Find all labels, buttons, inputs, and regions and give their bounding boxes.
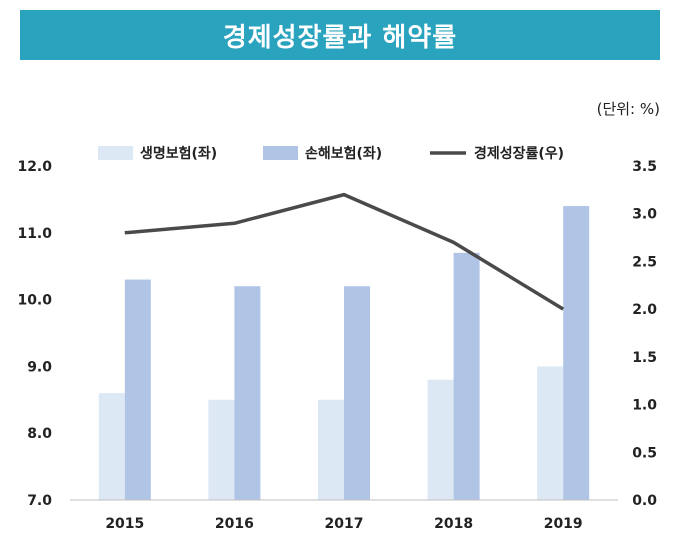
bar-nonlife [124, 279, 151, 500]
legend-life-swatch [98, 146, 133, 160]
y-right-tick-label: 0.5 [632, 445, 657, 461]
bar-nonlife [344, 286, 370, 500]
x-tick-label: 2019 [544, 516, 583, 532]
y-left-tick-label: 11.0 [17, 226, 52, 242]
x-tick-label: 2018 [434, 516, 473, 532]
legend-growth-label: 경제성장률(우) [474, 145, 564, 162]
bar-life [427, 379, 454, 500]
y-left-tick-label: 8.0 [27, 426, 52, 442]
y-right-tick-label: 3.0 [632, 207, 657, 223]
y-left-tick-label: 7.0 [27, 493, 52, 509]
y-right-tick-label: 2.0 [632, 302, 657, 318]
y-right-tick-label: 1.5 [632, 350, 657, 366]
bar-nonlife [453, 252, 480, 500]
y-left-tick-label: 9.0 [27, 359, 52, 375]
y-right-tick-label: 0.0 [632, 493, 657, 509]
bar-life [98, 393, 125, 500]
y-left-tick-label: 12.0 [17, 159, 52, 175]
y-right-tick-label: 1.0 [632, 398, 657, 414]
bar-life [208, 399, 235, 500]
bar-life [537, 366, 564, 500]
unit-label: (단위: %) [596, 100, 660, 118]
x-tick-label: 2017 [325, 516, 364, 532]
bar-nonlife [563, 206, 590, 500]
chart-title: 경제성장률과 해약률 [20, 10, 660, 60]
y-right-tick-label: 3.5 [632, 159, 657, 175]
legend-nonlife-label: 손해보험(좌) [305, 145, 382, 162]
bar-life [318, 399, 344, 500]
y-right-tick-label: 2.5 [632, 254, 657, 270]
x-tick-label: 2015 [105, 516, 144, 532]
legend-life-label: 생명보험(좌) [140, 145, 217, 162]
legend-nonlife-swatch [263, 146, 298, 160]
bar-nonlife [234, 286, 261, 500]
x-tick-label: 2016 [215, 516, 254, 532]
line-growth-rate [124, 192, 565, 311]
y-left-tick-label: 10.0 [17, 293, 52, 309]
